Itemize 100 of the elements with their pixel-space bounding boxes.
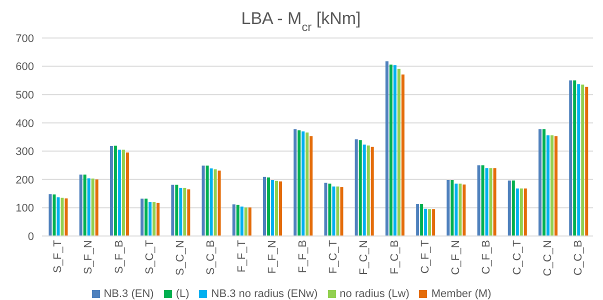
bar xyxy=(87,178,90,236)
bar xyxy=(218,170,221,236)
bar xyxy=(263,176,266,236)
bar xyxy=(428,209,432,236)
bar xyxy=(60,198,64,236)
bar xyxy=(156,202,160,236)
bar xyxy=(202,166,205,236)
y-tick-label: 200 xyxy=(16,174,34,186)
bar xyxy=(183,188,186,236)
chart-title: LBA - M$_{cr}$ [kNm] xyxy=(241,9,361,34)
bar xyxy=(324,182,328,236)
x-tick-label: F_C_B xyxy=(388,240,401,274)
bar xyxy=(393,65,396,236)
bar xyxy=(462,184,466,236)
x-tick-label: C_C_B xyxy=(572,240,585,276)
x-tick-label: S_F_N xyxy=(82,240,95,274)
x-tick-label: F_C_N xyxy=(358,240,370,275)
bar xyxy=(110,146,113,236)
bar xyxy=(210,168,213,236)
bar xyxy=(279,181,282,236)
y-tick-label: 100 xyxy=(16,202,34,215)
bar xyxy=(126,152,129,236)
bar xyxy=(83,174,86,236)
bar xyxy=(298,130,301,236)
x-tick-label: F_F_N xyxy=(266,240,278,274)
legend-label: NB.3 (EN) xyxy=(104,288,154,300)
bar xyxy=(306,132,309,236)
bar xyxy=(236,204,240,236)
y-tick-label: 500 xyxy=(16,89,34,102)
bar xyxy=(79,174,82,236)
bar xyxy=(524,188,527,236)
bar xyxy=(581,84,584,236)
legend-label: Member (M) xyxy=(431,288,492,300)
bar xyxy=(95,179,98,236)
bar xyxy=(340,187,344,236)
x-tick-label: S_C_T xyxy=(144,240,156,274)
bar xyxy=(354,139,358,236)
bar xyxy=(454,184,458,236)
bar xyxy=(271,180,274,236)
bar xyxy=(432,209,436,236)
legend-label: no radius (Lw) xyxy=(340,288,410,300)
bar xyxy=(336,186,340,236)
y-tick-label: 0 xyxy=(28,230,34,243)
bar xyxy=(148,202,152,236)
bar xyxy=(232,204,236,236)
bar xyxy=(538,129,542,236)
bar xyxy=(362,144,366,236)
x-tick-label: F_C_T xyxy=(328,240,340,274)
bar xyxy=(481,165,484,236)
bar xyxy=(206,166,209,236)
bar xyxy=(214,169,217,236)
bar xyxy=(542,129,546,236)
y-tick-label: 300 xyxy=(16,146,34,158)
bar xyxy=(310,136,313,236)
x-tick-label: C_F_T xyxy=(419,240,432,274)
bar xyxy=(401,74,404,236)
bar xyxy=(577,84,580,236)
x-tick-label: F_F_B xyxy=(297,240,310,274)
x-tick-label: S_F_T xyxy=(52,240,64,274)
bar xyxy=(48,194,52,236)
x-tick-label: S_F_B xyxy=(113,240,126,274)
bar xyxy=(546,135,550,236)
bar xyxy=(294,129,297,236)
bar xyxy=(302,131,305,236)
bar xyxy=(569,80,572,236)
bar xyxy=(446,180,450,236)
bar xyxy=(144,198,148,236)
bar xyxy=(140,198,144,236)
bar xyxy=(152,202,156,236)
bar xyxy=(520,188,523,236)
y-tick-label: 600 xyxy=(16,61,34,74)
bar xyxy=(122,150,125,236)
bar xyxy=(328,184,332,236)
bar xyxy=(332,186,336,236)
bar xyxy=(420,204,424,236)
bar xyxy=(187,189,190,236)
x-tick-label: C_C_T xyxy=(511,240,524,275)
bar xyxy=(416,204,420,236)
bar xyxy=(397,68,400,236)
bar xyxy=(244,207,248,236)
bar xyxy=(516,188,519,236)
bar xyxy=(493,168,496,236)
bar xyxy=(573,80,576,236)
bar xyxy=(366,145,370,236)
bar xyxy=(458,184,462,236)
bar xyxy=(385,61,388,236)
bar xyxy=(64,198,68,236)
x-tick-label: S_C_N xyxy=(174,240,187,276)
bar xyxy=(450,180,454,236)
x-tick-label: S_C_B xyxy=(205,240,218,275)
bar xyxy=(370,146,374,236)
bar xyxy=(171,184,174,236)
bar xyxy=(240,206,244,236)
x-tick-label: C_F_N xyxy=(450,240,462,275)
bar xyxy=(358,140,362,236)
bar xyxy=(275,180,278,236)
bar xyxy=(248,207,252,236)
x-tick-label: F_F_T xyxy=(236,240,248,272)
bar xyxy=(389,64,392,236)
legend-label: (L) xyxy=(176,288,190,300)
